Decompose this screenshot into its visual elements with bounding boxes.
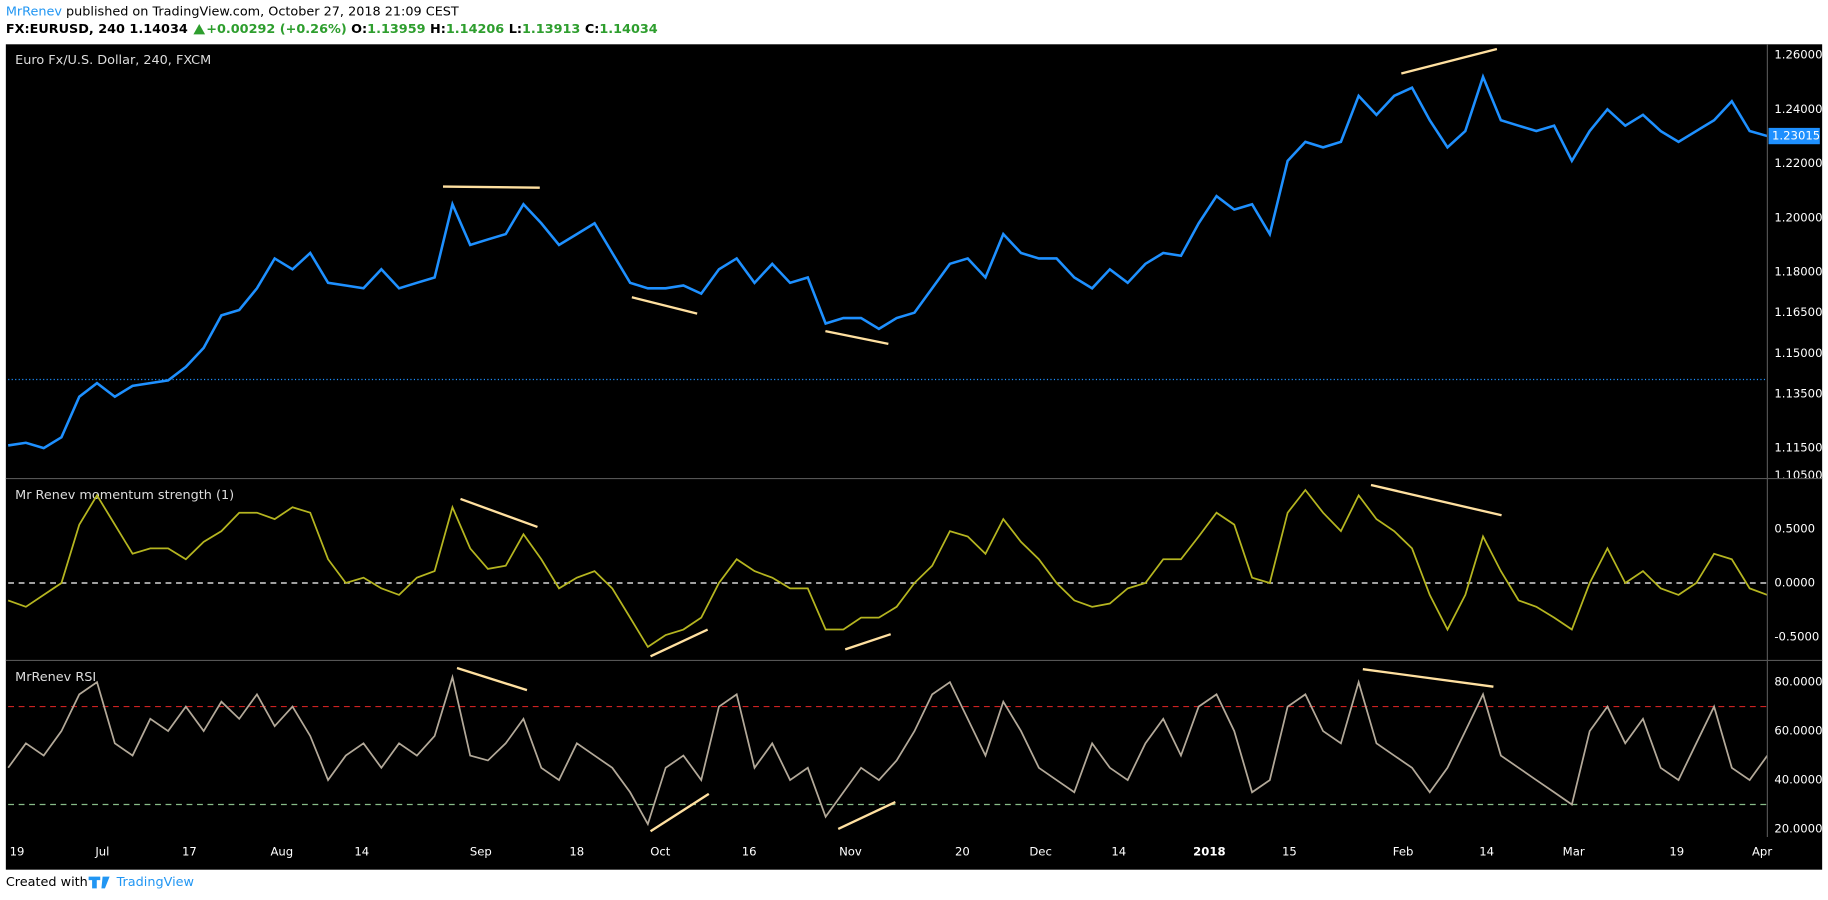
ohlc-label: H: [430,22,446,37]
y-tick-label: 60.0000 [1774,724,1822,738]
y-tick-label: 1.10500 [1774,468,1822,482]
trendline [1401,47,1498,75]
y-tick-label: 80.0000 [1774,675,1822,689]
footer-brand[interactable]: TradingView [116,875,194,890]
x-tick-label: 19 [1669,845,1684,859]
author[interactable]: MrRenev [6,4,63,19]
ohlc-value: 1.14206 [446,22,504,37]
x-tick-label: 18 [569,845,584,859]
x-tick-label: Apr [1752,845,1772,859]
y-tick-label: 0.5000 [1774,521,1815,535]
tv-logo [88,876,110,889]
trendline [460,497,538,529]
trendline [456,666,528,692]
x-tick-label: 2018 [1193,845,1225,859]
trendline [837,801,896,830]
pane-title: Mr Renev momentum strength (1) [15,488,234,503]
published: published on TradingView.com, October 27… [66,4,459,19]
footer-text: Created with [6,875,88,890]
panes: Euro Fx/U.S. Dollar, 240, FXCM 1.10500 1.1… [5,44,1823,859]
x-tick-label: 14 [354,845,369,859]
trendline [649,792,710,833]
x-tick-label: 19 [10,845,25,859]
trendline [631,296,698,315]
trendline [443,185,540,189]
y-tick-label: 1.11500 [1774,441,1822,455]
x-tick-label: 16 [742,845,757,859]
x-tick-label: 15 [1282,845,1297,859]
y-tick-label: 1.18000 [1774,264,1822,278]
symbol-line: FX:EURUSD, 240 1.14034 +0.00292 (+0.26%)… [6,22,658,37]
y-tick-label: 1.26000 [1774,48,1822,62]
y-tick-label: 1.20000 [1774,210,1822,224]
pane-title: MrRenev RSI [15,670,96,685]
x-tick-label: Oct [650,845,671,859]
x-tick-label: Feb [1393,845,1414,859]
chart-background [5,44,1823,870]
last-price-box [1768,127,1820,145]
x-tick-label: Mar [1563,845,1585,859]
divergence-lines [443,47,1502,833]
x-tick-label: 17 [182,845,197,859]
x-tick-label: 14 [1479,845,1494,859]
y-tick-label: 1.16500 [1774,305,1822,319]
pane-title: Euro Fx/U.S. Dollar, 240, FXCM [15,53,211,68]
ohlc-label: L: [509,22,522,37]
x-tick-label: Aug [270,845,293,859]
series-line [7,73,1768,450]
y-tick-label: 1.24000 [1774,102,1822,116]
last-price-label: 1.23015 [1772,129,1820,143]
trendline [1362,668,1494,688]
trendline [825,329,889,346]
change: +0.00292 (+0.26%) [206,22,346,37]
trendline [844,633,892,651]
ohlc-value: 1.14034 [599,22,657,37]
trendline [1370,483,1502,517]
series-line [7,673,1769,827]
y-tick-label: -0.5000 [1774,630,1819,644]
trendline [650,628,709,658]
x-tick-label: Nov [839,845,862,859]
x-tick-label: 20 [955,845,970,859]
symbol: FX:EURUSD, 240 [6,22,125,37]
y-tick-label: 1.22000 [1774,156,1822,170]
y-tick-label: 0.0000 [1774,576,1815,590]
x-tick-label: Sep [470,845,492,859]
y-tick-label: 40.0000 [1774,773,1822,787]
y-tick-label: 1.13500 [1774,386,1822,400]
y-tick-label: 20.0000 [1774,821,1822,835]
series-line [7,488,1768,649]
x-tick-label: 14 [1111,845,1126,859]
ohlc-label: O: [351,22,367,37]
header-line: MrRenev published on TradingView.com, Oc… [6,4,459,19]
ohlc-value: 1.13913 [522,22,580,37]
ohlc-value: 1.13959 [367,22,425,37]
up-arrow [193,23,206,35]
last-price: 1.14034 [129,22,187,37]
ohlc-label: C: [585,22,600,37]
x-tick-label: Jul [94,845,109,859]
x-tick-label: Dec [1029,845,1052,859]
y-tick-label: 1.15000 [1774,346,1822,360]
